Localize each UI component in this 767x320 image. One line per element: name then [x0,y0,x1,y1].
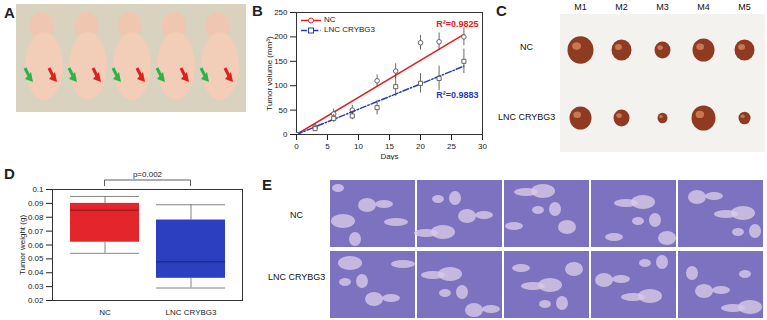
html-text:M3: M3 [656,2,669,12]
html-text:D: D [4,165,15,182]
html-text:NC: NC [324,15,336,24]
svg-text:Tumor volume (mm³): Tumor volume (mm³) [265,36,274,111]
html-text:B: B [252,2,263,19]
svg-text:0.06: 0.06 [28,241,44,250]
svg-text:Days: Days [380,152,398,161]
svg-text:50: 50 [279,106,288,115]
html-text:M4: M4 [697,2,710,12]
svg-text:10: 10 [354,142,363,151]
html-text:NC: NC [520,42,533,52]
svg-text:25: 25 [447,142,456,151]
svg-text:0: 0 [283,130,288,139]
svg-text:0.07: 0.07 [28,227,44,236]
svg-text:5: 5 [325,142,330,151]
svg-text:0: 0 [294,142,299,151]
html-text:LNC CRYBG3: LNC CRYBG3 [268,272,326,282]
svg-text:30: 30 [478,142,487,151]
html-text:NC: NC [290,210,303,220]
svg-text:0.02: 0.02 [28,296,44,305]
svg-text:0.1: 0.1 [32,185,44,194]
svg-text:R²=0.9825: R²=0.9825 [436,19,478,29]
svg-text:R²=0.9883: R²=0.9883 [436,90,478,100]
html-text:C: C [496,2,507,19]
svg-text:15: 15 [385,142,394,151]
svg-text:200: 200 [274,32,288,41]
html-text:LNC CRYBG3: LNC CRYBG3 [324,25,375,34]
html-text:M5: M5 [738,2,751,12]
svg-text:0.03: 0.03 [28,282,44,291]
svg-text:150: 150 [274,57,288,66]
svg-text:0.04: 0.04 [28,268,44,277]
svg-text:20: 20 [416,142,425,151]
svg-text:0.09: 0.09 [28,199,44,208]
svg-text:p=0.002: p=0.002 [133,170,163,179]
html-text:LNC CRYBG3: LNC CRYBG3 [498,112,556,122]
svg-text:LNC CRYBG3: LNC CRYBG3 [166,308,218,317]
html-text:E: E [262,176,272,193]
svg-text:0.05: 0.05 [28,254,44,263]
svg-text:NC: NC [99,308,111,317]
svg-text:100: 100 [274,81,288,90]
html-text:M1: M1 [574,2,587,12]
svg-text:0.08: 0.08 [28,213,44,222]
svg-text:Tumor weight (g): Tumor weight (g) [18,215,27,276]
svg-text:250: 250 [274,8,288,17]
html-text:M2: M2 [615,2,628,12]
html-text:A: A [4,4,15,21]
